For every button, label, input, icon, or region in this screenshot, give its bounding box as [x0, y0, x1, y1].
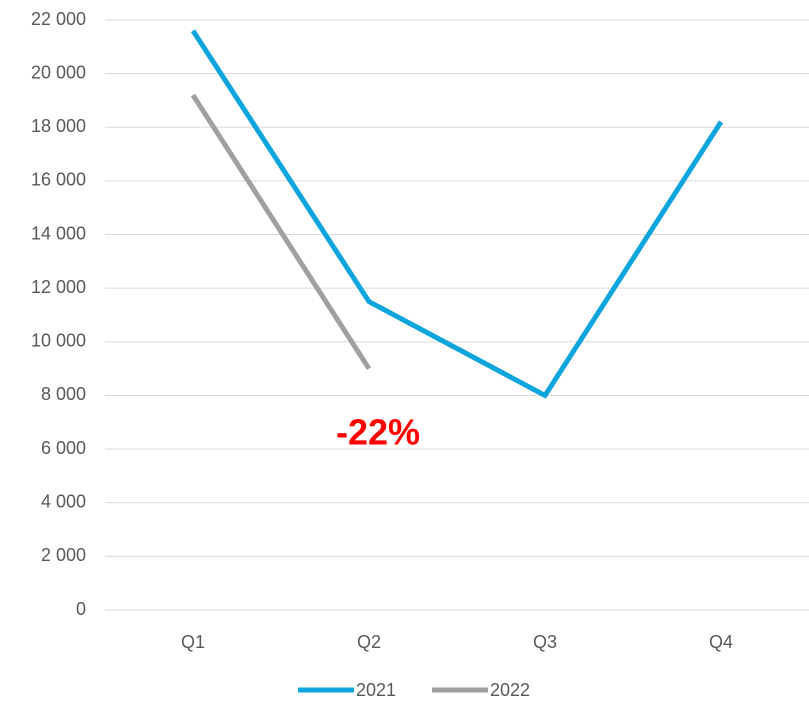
series-line [190, 29, 724, 399]
y-tick-label: 18 000 [31, 116, 86, 136]
x-tick-label: Q2 [357, 632, 381, 652]
y-tick-label: 8 000 [41, 384, 86, 404]
series-line [190, 93, 372, 370]
x-tick-label: Q1 [181, 632, 205, 652]
annotation: -22% [336, 412, 420, 453]
y-tick-label: 22 000 [31, 9, 86, 29]
y-tick-label: 2 000 [41, 545, 86, 565]
y-tick-label: 0 [76, 599, 86, 619]
y-tick-label: 6 000 [41, 438, 86, 458]
y-tick-label: 12 000 [31, 277, 86, 297]
y-tick-label: 20 000 [31, 62, 86, 82]
y-tick-label: 14 000 [31, 223, 86, 243]
legend-label: 2022 [490, 680, 530, 700]
x-tick-label: Q3 [533, 632, 557, 652]
legend-label: 2021 [356, 680, 396, 700]
y-tick-label: 10 000 [31, 331, 86, 351]
y-tick-label: 16 000 [31, 170, 86, 190]
y-tick-label: 4 000 [41, 491, 86, 511]
x-tick-label: Q4 [709, 632, 733, 652]
